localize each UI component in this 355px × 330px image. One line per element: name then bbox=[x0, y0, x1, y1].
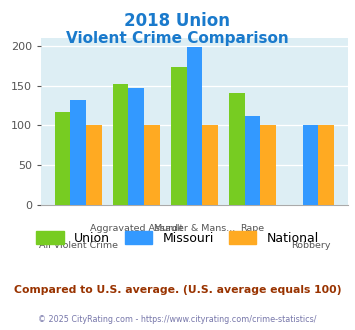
Bar bbox=[86, 125, 102, 205]
Text: Murder & Mans...: Murder & Mans... bbox=[154, 224, 235, 233]
Text: All Violent Crime: All Violent Crime bbox=[39, 241, 118, 250]
Text: Rape: Rape bbox=[240, 224, 264, 233]
Bar bbox=[171, 67, 186, 205]
Legend: Union, Missouri, National: Union, Missouri, National bbox=[32, 225, 323, 249]
Text: 2018 Union: 2018 Union bbox=[125, 12, 230, 30]
Text: Compared to U.S. average. (U.S. average equals 100): Compared to U.S. average. (U.S. average … bbox=[14, 285, 341, 295]
Text: © 2025 CityRating.com - https://www.cityrating.com/crime-statistics/: © 2025 CityRating.com - https://www.city… bbox=[38, 315, 317, 324]
Bar bbox=[129, 88, 144, 205]
Text: Violent Crime Comparison: Violent Crime Comparison bbox=[66, 31, 289, 46]
Bar bbox=[260, 125, 276, 205]
Bar bbox=[245, 116, 260, 205]
Bar bbox=[318, 125, 334, 205]
Text: Robbery: Robbery bbox=[291, 241, 330, 250]
Bar bbox=[113, 84, 129, 205]
Bar bbox=[70, 100, 86, 205]
Text: Aggravated Assault: Aggravated Assault bbox=[90, 224, 183, 233]
Bar bbox=[144, 125, 160, 205]
Bar bbox=[229, 93, 245, 205]
Bar bbox=[55, 112, 70, 205]
Bar bbox=[302, 125, 318, 205]
Bar bbox=[202, 125, 218, 205]
Bar bbox=[186, 47, 202, 205]
